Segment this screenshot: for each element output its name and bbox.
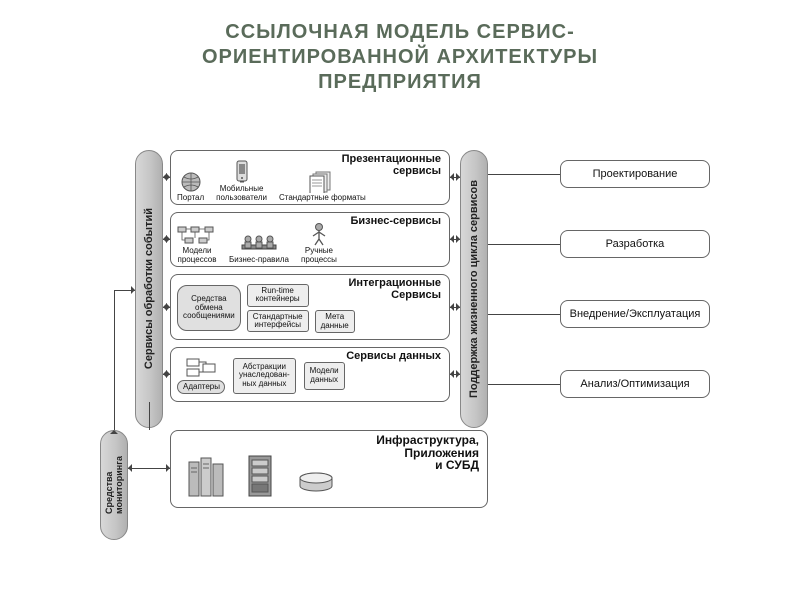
arrow-r-icon <box>131 286 139 294</box>
conn-events-monitoring <box>114 290 115 430</box>
arrow-r-icon <box>456 303 464 311</box>
item-manual-processes-label: Ручныепроцессы <box>301 247 337 264</box>
flow-icon <box>177 224 217 246</box>
conn-rbox-2 <box>488 244 560 245</box>
chip-runtime: Run-timeконтейнеры <box>247 284 309 307</box>
item-portal: Портал <box>177 171 204 202</box>
arrow-l-icon <box>124 464 132 472</box>
meeting-icon <box>238 233 280 255</box>
rbox-deployment: Внедрение/Эксплуатация <box>560 300 710 328</box>
layer-business: Бизнес-сервисы Моделипроцессов Бизнес-пр… <box>170 212 450 267</box>
vbar-monitoring-label: Средствамониторинга <box>104 456 124 514</box>
pill-adapters: Адаптеры <box>177 380 225 394</box>
arrow-l-icon <box>446 235 454 243</box>
item-process-models: Моделипроцессов <box>177 224 217 264</box>
vbar-lifecycle-label: Поддержка жизненного цикла сервисов <box>468 180 480 398</box>
item-process-models-label: Моделипроцессов <box>178 247 217 264</box>
vbar-events-label: Сервисы обработки событий <box>143 208 155 369</box>
docs-icon <box>308 171 336 193</box>
rbox-analysis: Анализ/Оптимизация <box>560 370 710 398</box>
arrow-r-icon <box>166 370 174 378</box>
vbar-lifecycle: Поддержка жизненного цикла сервисов <box>460 150 488 428</box>
layer-integration: ИнтеграционныеСервисы Средстваобменасооб… <box>170 274 450 340</box>
phone-icon <box>235 160 249 184</box>
item-mobile: Мобильныепользователи <box>216 160 267 202</box>
conn-rbox-4 <box>488 384 560 385</box>
arrow-r-icon <box>166 173 174 181</box>
vbar-monitoring: Средствамониторинга <box>100 430 128 540</box>
chip-std-interfaces: Стандартныеинтерфейсы <box>247 310 309 333</box>
arrow-l-icon <box>446 370 454 378</box>
item-business-rules: Бизнес-правила <box>229 233 289 264</box>
layer-integration-title: ИнтеграционныеСервисы <box>348 278 441 301</box>
conn-monitoring-infra <box>128 468 170 469</box>
arrow-l-icon <box>446 173 454 181</box>
conn-rbox-3 <box>488 314 560 315</box>
rbox-design: Проектирование <box>560 160 710 188</box>
person-icon <box>310 222 328 246</box>
arrow-r-icon <box>456 370 464 378</box>
server-tower-icon <box>245 452 279 505</box>
servers-icon <box>187 452 227 505</box>
item-business-rules-label: Бизнес-правила <box>229 256 289 264</box>
item-portal-label: Портал <box>177 194 204 202</box>
layer-infra: Инфраструктура,Приложенияи СУБД <box>170 430 488 508</box>
layer-data-title: Сервисы данных <box>346 351 441 363</box>
soa-diagram: Средствамониторинга Сервисы обработки со… <box>100 150 720 550</box>
chip-legacy-abstractions: Абстракцииунаследован-ных данных <box>233 358 296 394</box>
arrow-r-icon <box>456 173 464 181</box>
arrow-r-icon <box>166 303 174 311</box>
chip-data-models: Моделиданных <box>304 362 345 390</box>
conn-layers-vertical <box>149 402 150 430</box>
disk-icon <box>297 472 335 499</box>
item-mobile-label: Мобильныепользователи <box>216 185 267 202</box>
layer-infra-title: Инфраструктура,Приложенияи СУБД <box>376 434 479 472</box>
arrow-u-icon <box>110 426 118 434</box>
arrow-l-icon <box>446 303 454 311</box>
layer-presentation: Презентационныесервисы Портал Мобильныеп… <box>170 150 450 205</box>
arrow-r-icon <box>166 235 174 243</box>
layer-presentation-title: Презентационныесервисы <box>342 154 441 177</box>
item-manual-processes: Ручныепроцессы <box>301 222 337 264</box>
item-formats-label: Стандартные форматы <box>279 194 366 202</box>
item-adapters: Адаптеры <box>177 357 225 394</box>
layer-data: Сервисы данных Адаптеры Абстракцииунасле… <box>170 347 450 402</box>
pill-messaging: Средстваобменасообщениями <box>177 285 241 331</box>
arrow-r-icon <box>166 464 174 472</box>
arrow-r-icon <box>456 235 464 243</box>
vbar-events: Сервисы обработки событий <box>135 150 163 428</box>
conn-rbox-1 <box>488 174 560 175</box>
page-title: ССЫЛОЧНАЯ МОДЕЛЬ СЕРВИС-ОРИЕНТИРОВАННОЙ … <box>0 0 800 105</box>
layer-business-title: Бизнес-сервисы <box>350 216 441 228</box>
adapter-icon <box>186 357 216 379</box>
chip-metadata: Мета данные <box>315 310 355 333</box>
globe-icon <box>180 171 202 193</box>
rbox-development: Разработка <box>560 230 710 258</box>
